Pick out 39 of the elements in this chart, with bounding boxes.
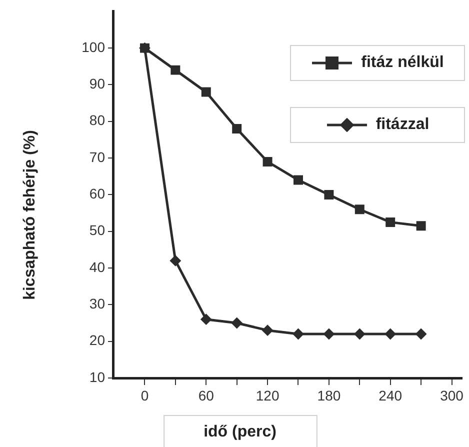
legend-label: fitázzal [376, 116, 430, 134]
point [384, 328, 396, 340]
y-axis-title: kicsapható fehérje (%) [21, 130, 38, 300]
y-tick-label: 20 [89, 332, 106, 348]
point [416, 221, 426, 231]
x-tick-label: 120 [256, 387, 280, 404]
point [354, 204, 364, 214]
x-tick-label: 60 [198, 387, 214, 404]
x-tick-label: 240 [378, 387, 402, 404]
point [200, 314, 212, 325]
y-tick-label: 90 [89, 76, 106, 92]
y-tick-label: 50 [89, 222, 106, 238]
y-tick-label: 30 [89, 296, 106, 312]
y-tick-label: 60 [89, 186, 106, 202]
y-tick-label: 80 [89, 112, 106, 128]
y-tick-label: 10 [89, 368, 106, 385]
point [292, 328, 304, 340]
point [231, 318, 242, 329]
y-tick-label: 40 [89, 258, 106, 275]
y-tick-label: 70 [89, 148, 106, 165]
point [262, 324, 274, 336]
point [323, 328, 334, 340]
point [140, 43, 150, 53]
legend-label: fitáz nélkül [361, 54, 444, 72]
point [294, 175, 303, 185]
point [201, 87, 211, 97]
point [354, 328, 366, 340]
point [232, 124, 242, 134]
point [170, 255, 181, 266]
x-tick-label: 180 [317, 387, 341, 404]
point [416, 328, 427, 340]
x-axis-title: idő (perc) [204, 423, 276, 440]
point [386, 217, 396, 227]
x-tick-label: 300 [440, 387, 464, 404]
point [262, 156, 272, 166]
point [324, 190, 334, 200]
x-tick-label: 0 [140, 387, 149, 404]
y-tick-label: 100 [82, 38, 106, 55]
point [170, 65, 180, 75]
